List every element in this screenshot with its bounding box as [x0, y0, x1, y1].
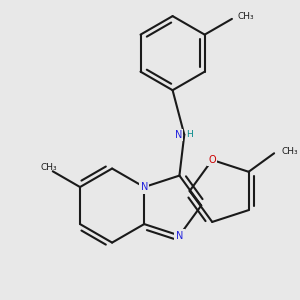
- Text: O: O: [208, 155, 216, 165]
- Text: N: N: [176, 230, 183, 241]
- Text: N: N: [140, 182, 148, 192]
- Text: CH₃: CH₃: [238, 12, 254, 21]
- Text: CH₃: CH₃: [282, 147, 298, 156]
- Text: H: H: [186, 130, 193, 139]
- Text: CH₃: CH₃: [40, 163, 57, 172]
- Text: N: N: [175, 130, 182, 140]
